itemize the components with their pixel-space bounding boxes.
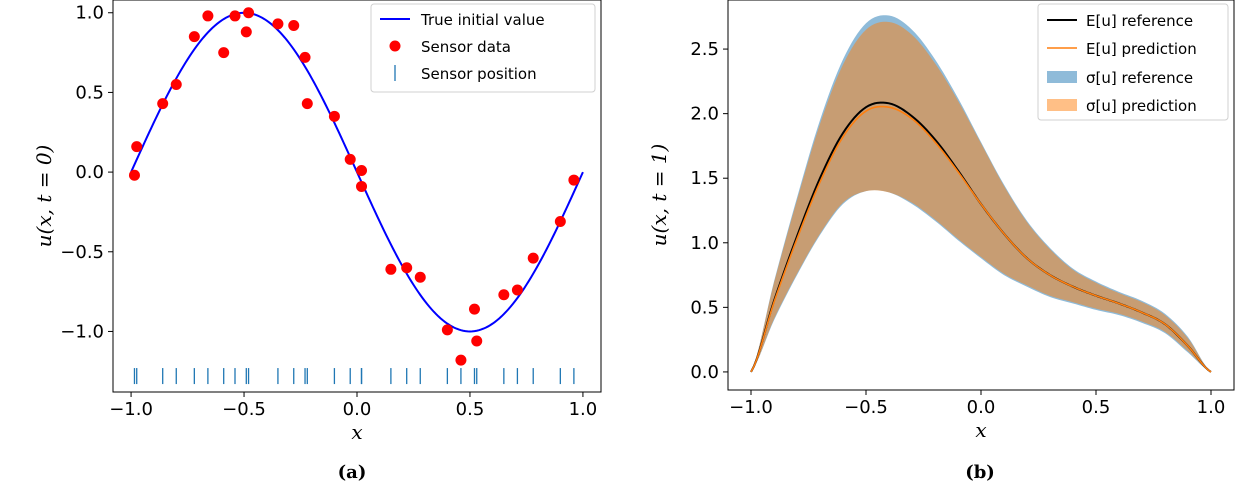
legend-label: σ[u] prediction (1086, 97, 1197, 115)
sensor-data-point (498, 289, 510, 301)
legend-label: Sensor position (421, 65, 537, 83)
legend-swatch-sigma-reference (1047, 71, 1077, 83)
legend-frame (1037, 3, 1229, 121)
y-tick-label: 2.5 (690, 39, 719, 60)
chart-a-plot-area (128, 7, 584, 385)
x-tick-label: 0.0 (967, 397, 996, 418)
x-tick-label: 0.5 (456, 399, 485, 420)
chart-a-y-axis-label: u(x, t = 0) (32, 145, 56, 248)
legend-label: True initial value (420, 11, 545, 29)
sensor-data-point (157, 98, 169, 110)
x-tick-label: 0.0 (343, 399, 372, 420)
sensor-data-point (229, 10, 241, 22)
chart-a: −1.0 −0.5 0.0 0.5 1.0 −1.0 −0.5 0.0 0.5 1.0 x u(x… (32, 0, 602, 444)
sensor-data-point (170, 78, 182, 90)
x-tick-label: 1.0 (1197, 397, 1226, 418)
sensor-data-point (272, 18, 284, 30)
x-tick-label: −1.0 (729, 397, 773, 418)
sensor-data-point (188, 31, 200, 43)
legend-label: E[u] prediction (1086, 40, 1197, 58)
sensor-data-point (568, 174, 580, 186)
y-tick-label: 0.5 (690, 297, 719, 318)
x-tick-label: −0.5 (844, 397, 888, 418)
legend-swatch-sensor-data (389, 40, 401, 52)
y-tick-label: −1.0 (60, 321, 104, 342)
legend-label: E[u] reference (1086, 12, 1193, 30)
legend-swatch-sigma-prediction (1047, 99, 1077, 111)
sensor-data-point (401, 262, 413, 274)
y-tick-label: −0.5 (60, 242, 104, 263)
series-line-mean-prediction (750, 105, 1212, 373)
band-sigma-prediction (751, 21, 1211, 372)
sensor-data-point (128, 169, 140, 181)
caption-a: (a) (338, 462, 367, 483)
sensor-data-point (243, 7, 255, 19)
sensor-data-point (414, 271, 426, 283)
sensor-data-point (288, 19, 300, 31)
sensor-data-point (356, 180, 368, 192)
x-tick-label: 0.5 (1082, 397, 1111, 418)
chart-b: −1.0 −0.5 0.0 0.5 1.0 0.0 0.5 1.0 1.5 2.0 2.5 x u(… (647, 0, 1235, 442)
chart-a-x-axis-label: x (351, 420, 362, 444)
sensor-data-point (356, 165, 368, 177)
sensor-data-point (131, 141, 143, 153)
sensor-data-point (218, 47, 230, 59)
chart-b-plot-area (750, 15, 1212, 373)
chart-a-ticks: −1.0 −0.5 0.0 0.5 1.0 −1.0 −0.5 0.0 0.5 1.0 (60, 3, 597, 420)
sensor-data-point (328, 110, 340, 122)
y-tick-label: 2.0 (690, 104, 719, 125)
chart-b-x-axis-label: x (975, 418, 986, 442)
sensor-data-point (344, 153, 356, 165)
y-tick-label: 1.0 (75, 3, 104, 24)
chart-b-ticks: −1.0 −0.5 0.0 0.5 1.0 0.0 0.5 1.0 1.5 2.0 2.5 (690, 39, 1225, 418)
chart-a-legend: True initial value Sensor data Sensor posi… (370, 3, 596, 93)
y-tick-label: 1.5 (690, 168, 719, 189)
sensor-data-point (202, 10, 214, 22)
sensor-data-point (441, 324, 453, 336)
sensor-data-point (301, 98, 313, 110)
y-tick-label: 0.0 (75, 162, 104, 183)
chart-b-y-axis-label: u(x, t = 1) (647, 144, 671, 247)
sensor-data-point (511, 284, 523, 296)
y-tick-label: 0.5 (75, 82, 104, 103)
x-tick-label: −1.0 (109, 399, 153, 420)
caption-b: (b) (965, 462, 995, 483)
sensor-data-point (240, 26, 252, 38)
sensor-data-point (385, 263, 397, 275)
y-tick-label: 0.0 (690, 362, 719, 383)
legend-label: Sensor data (421, 38, 511, 56)
sensor-data-point (554, 215, 566, 227)
sensor-data-point (299, 51, 311, 63)
sensor-data-point (527, 252, 539, 264)
sensor-data-point (468, 303, 480, 315)
legend-frame (370, 3, 596, 93)
sensor-data-point (471, 335, 483, 347)
chart-b-legend: E[u] reference E[u] prediction σ[u] refere… (1037, 3, 1229, 121)
y-tick-label: 1.0 (690, 233, 719, 254)
x-tick-label: 1.0 (569, 399, 598, 420)
sensor-data-point (455, 354, 467, 366)
x-tick-label: −0.5 (222, 399, 266, 420)
legend-label: σ[u] reference (1086, 69, 1193, 87)
